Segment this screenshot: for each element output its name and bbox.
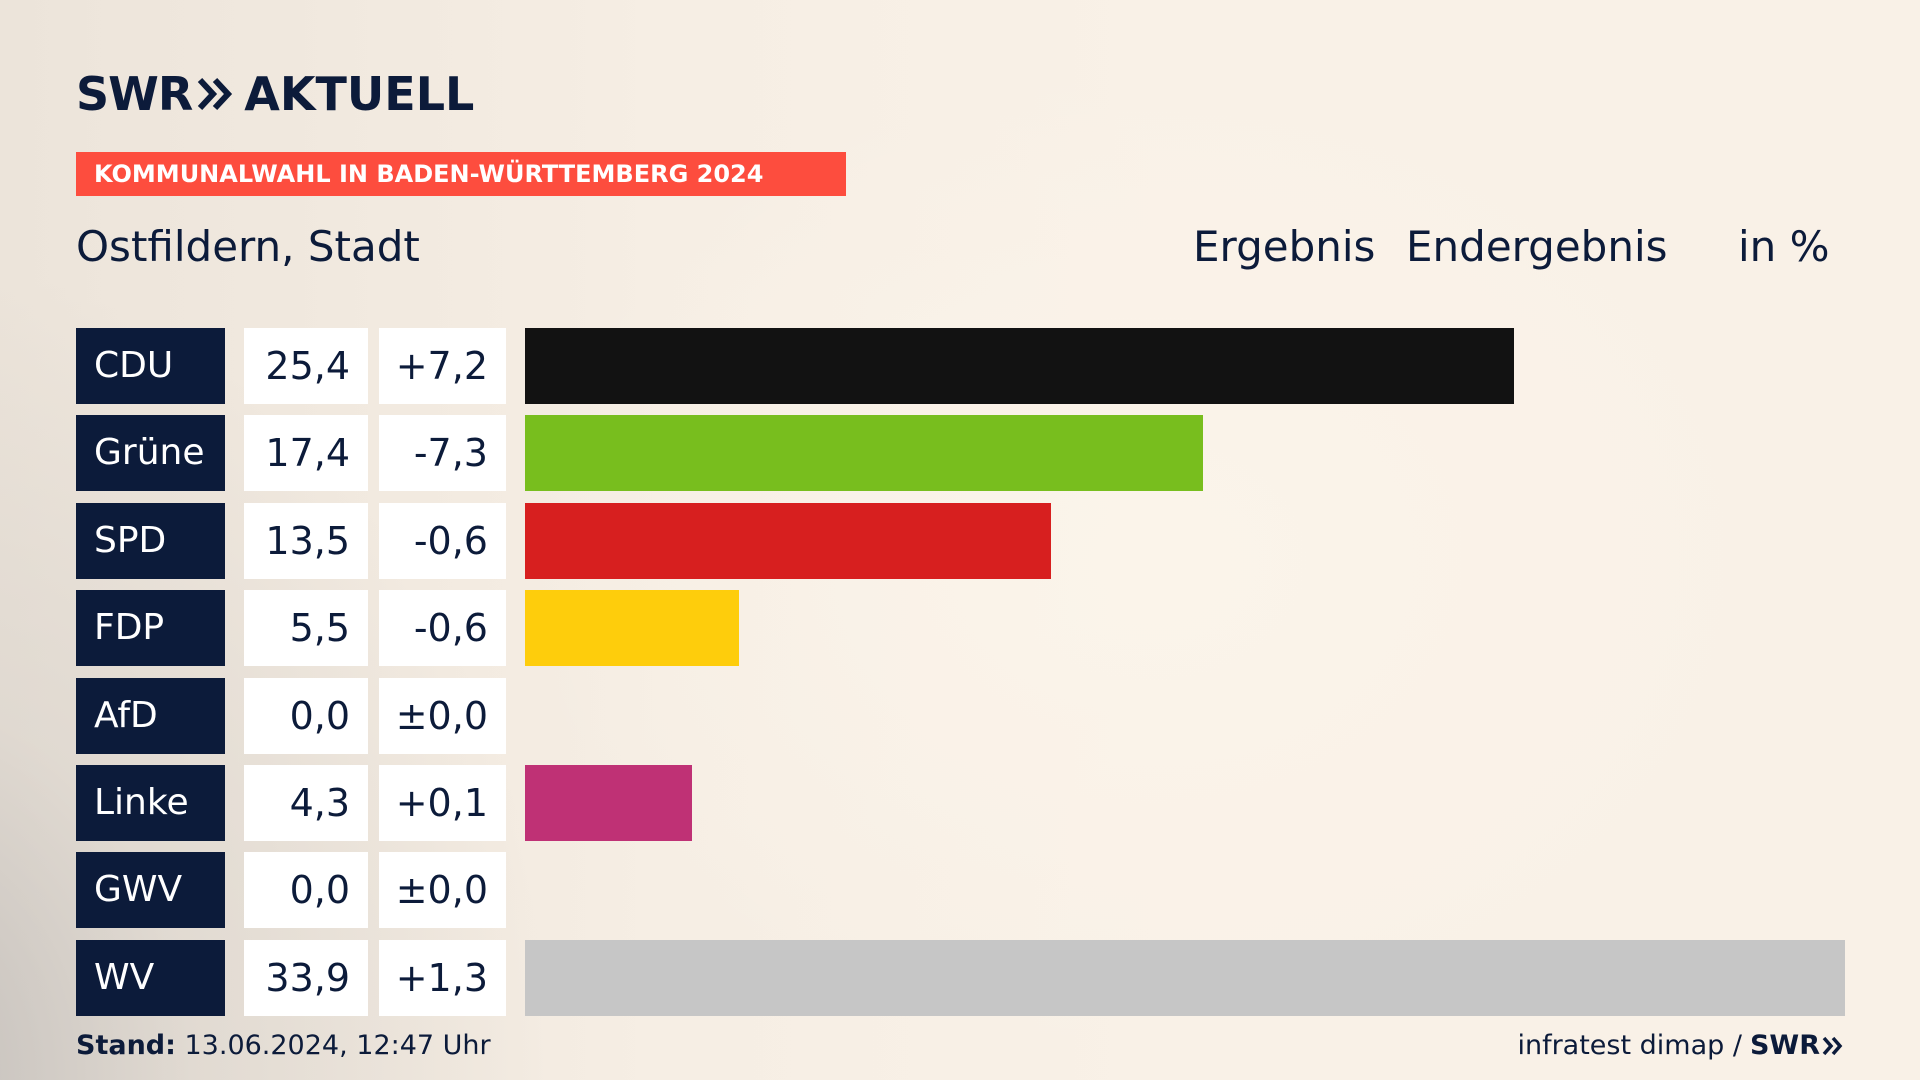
- logo-product: AKTUELL: [244, 67, 475, 121]
- bar: [525, 590, 740, 667]
- party-label: GWV: [76, 852, 225, 929]
- party-label: AfD: [76, 677, 225, 754]
- vote-share-label: 0,0: [244, 677, 368, 754]
- bar: [525, 939, 1845, 1016]
- logo-brand: SWR: [76, 67, 193, 121]
- stand-value: 13.06.2024, 12:47 Uhr: [175, 1030, 491, 1061]
- change-label: +7,2: [379, 328, 506, 404]
- swr-aktuell-logo: SWR AKTUELL: [76, 66, 474, 122]
- change-label: -0,6: [379, 590, 506, 667]
- double-chevron-right-icon: [198, 77, 233, 111]
- source-credit: infratest dimap / SWR: [1517, 1030, 1844, 1061]
- vote-share-label: 0,0: [244, 852, 368, 929]
- party-label: Grüne: [76, 415, 225, 492]
- vote-share-label: 4,3: [244, 765, 368, 841]
- result-row: FDP 5,5 -0,6: [0, 590, 1920, 667]
- bar: [525, 765, 693, 841]
- result-row: CDU 25,4 +7,2: [0, 328, 1920, 404]
- source-brand: SWR: [1750, 1030, 1844, 1061]
- vote-share-label: 25,4: [244, 328, 368, 404]
- double-chevron-right-icon: [1822, 1036, 1843, 1055]
- column-header-endergebnis: Endergebnis: [1406, 222, 1668, 271]
- party-label: WV: [76, 939, 225, 1016]
- party-label: FDP: [76, 590, 225, 667]
- party-label: SPD: [76, 502, 225, 579]
- vote-share-label: 5,5: [244, 590, 368, 667]
- result-row: Grüne 17,4 -7,3: [0, 415, 1920, 492]
- bar: [525, 502, 1051, 579]
- change-label: ±0,0: [379, 677, 506, 754]
- vote-share-label: 33,9: [244, 939, 368, 1016]
- party-label: Linke: [76, 765, 225, 841]
- source-text: infratest dimap /: [1517, 1030, 1742, 1061]
- change-label: +0,1: [379, 765, 506, 841]
- stand-label: Stand:: [76, 1030, 176, 1061]
- timestamp: Stand: 13.06.2024, 12:47 Uhr: [76, 1030, 491, 1061]
- result-row: Linke 4,3 +0,1: [0, 765, 1920, 841]
- vote-share-label: 17,4: [244, 415, 368, 492]
- election-banner: KOMMUNALWAHL IN BADEN-WÜRTTEMBERG 2024: [76, 152, 846, 196]
- change-label: -7,3: [379, 415, 506, 492]
- result-row: SPD 13,5 -0,6: [0, 502, 1920, 579]
- place-title: Ostfildern, Stadt: [76, 222, 420, 271]
- change-label: ±0,0: [379, 852, 506, 929]
- bar: [525, 415, 1203, 492]
- source-brand-text: SWR: [1749, 1030, 1820, 1061]
- bar: [525, 328, 1515, 404]
- vote-share-label: 13,5: [244, 502, 368, 579]
- result-row: AfD 0,0 ±0,0: [0, 677, 1920, 754]
- change-label: +1,3: [379, 939, 506, 1016]
- change-label: -0,6: [379, 502, 506, 579]
- party-label: CDU: [76, 328, 225, 404]
- column-header-ergebnis: Ergebnis: [1193, 222, 1376, 271]
- result-row: WV 33,9 +1,3: [0, 939, 1920, 1016]
- column-header-unit: in %: [1738, 222, 1830, 271]
- result-row: GWV 0,0 ±0,0: [0, 852, 1920, 929]
